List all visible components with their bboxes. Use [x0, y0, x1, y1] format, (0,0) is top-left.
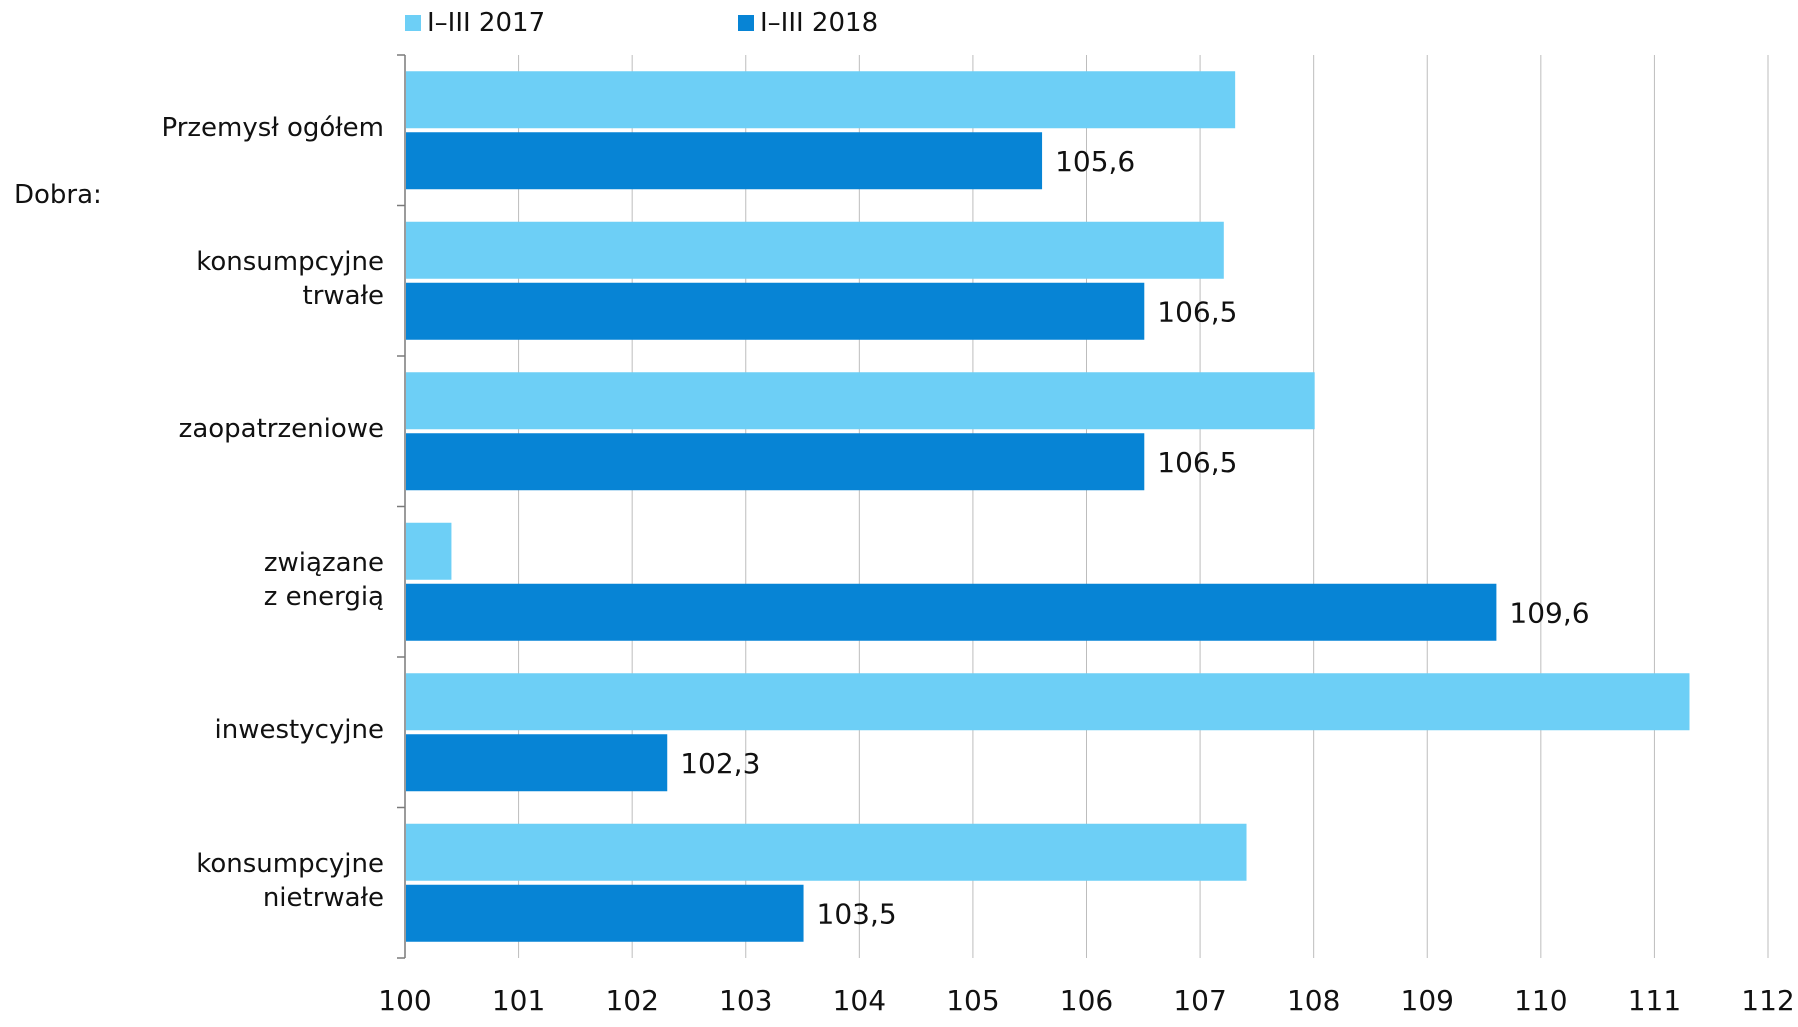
category-label: inwestycyjne [54, 713, 384, 747]
bar-2017 [406, 372, 1315, 430]
data-label: 106,5 [1157, 295, 1237, 328]
category-label: zaopatrzeniowe [54, 412, 384, 446]
x-tick-label: 111 [1628, 984, 1681, 1017]
legend-label-2018: I–III 2018 [760, 8, 879, 38]
category-label-line: zaopatrzeniowe [178, 414, 384, 445]
x-tick-label: 104 [833, 984, 886, 1017]
bar-2018 [406, 583, 1497, 641]
bar-2017 [406, 522, 452, 580]
bar-2018 [406, 132, 1043, 190]
category-label-line: inwestycyjne [214, 715, 384, 746]
x-tick-label: 100 [378, 984, 431, 1017]
x-tick-label: 106 [1060, 984, 1113, 1017]
legend-swatch-2018 [738, 15, 754, 31]
x-tick-label: 107 [1173, 984, 1226, 1017]
bar-2017 [406, 71, 1236, 129]
group-label: Dobra: [14, 180, 102, 210]
data-label: 105,6 [1055, 145, 1135, 178]
category-label-line: związane [263, 547, 384, 578]
x-tick-label: 105 [946, 984, 999, 1017]
data-label: 106,5 [1157, 446, 1237, 479]
category-label: związane z energią [54, 546, 384, 614]
x-tick-label: 109 [1401, 984, 1454, 1017]
bar-2017 [406, 673, 1690, 731]
data-label: 109,6 [1509, 596, 1589, 629]
data-label: 103,5 [817, 897, 897, 930]
category-label-line: trwałe [302, 280, 384, 311]
bar-2018 [406, 734, 668, 792]
legend-label-2017: I–III 2017 [427, 8, 546, 38]
data-label: 102,3 [680, 747, 760, 780]
category-label-line: konsumpcyjne [196, 246, 384, 277]
legend-swatch-2017 [405, 15, 421, 31]
x-tick-label: 108 [1287, 984, 1340, 1017]
category-label-line: nietrwałe [262, 882, 384, 913]
legend-item-2018: I–III 2018 [738, 8, 878, 38]
legend-item-2017: I–III 2017 [405, 8, 545, 38]
bar-2017 [406, 823, 1247, 881]
x-tick-label: 102 [605, 984, 658, 1017]
x-tick-label: 103 [719, 984, 772, 1017]
bar-2018 [406, 433, 1145, 491]
x-tick-label: 110 [1514, 984, 1567, 1017]
bar-2018 [406, 282, 1145, 340]
bar-2017 [406, 221, 1224, 279]
category-label: konsumpcyjne trwałe [54, 245, 384, 313]
bar-2018 [406, 884, 804, 942]
category-label: konsumpcyjne nietrwałe [54, 847, 384, 915]
x-tick-label: 101 [492, 984, 545, 1017]
category-label-line: Przemysł ogółem [161, 113, 385, 144]
category-label-line: konsumpcyjne [196, 848, 384, 879]
category-label-line: z energią [263, 581, 384, 612]
x-tick-label: 112 [1741, 984, 1794, 1017]
category-label: Przemysł ogółem [54, 111, 385, 145]
